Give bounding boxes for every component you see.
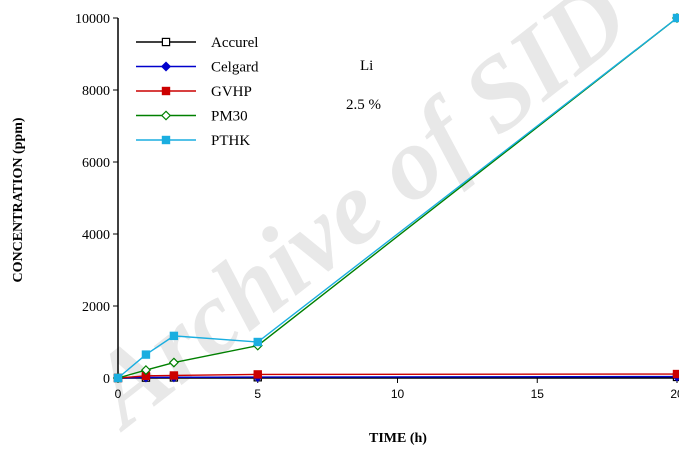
series-pthk	[113, 13, 679, 383]
legend: Accurel Celgard GVHP PM30 PTHK	[136, 35, 259, 149]
annotation-percent: 2.5 %	[346, 97, 381, 113]
legend-marker-pthk	[161, 135, 171, 145]
legend-label-pthk: PTHK	[211, 133, 250, 149]
data-point-gvhp	[672, 369, 679, 379]
ticks: 0 5 10 15 20 0 2000 4000 6000 8000 10000	[75, 12, 679, 401]
legend-label-accurel: Accurel	[211, 35, 258, 51]
y-tick-label: 0	[103, 372, 110, 387]
x-tick-label: 0	[115, 387, 122, 401]
data-point-pthk	[253, 337, 262, 347]
y-axis-title: CONCENTRATION (ppm)	[11, 117, 26, 282]
legend-marker-celgard	[160, 61, 172, 72]
watermark: Archive of SID	[64, 0, 649, 450]
legend-marker-accurel	[161, 37, 171, 47]
data-point-gvhp	[253, 370, 262, 379]
data-point-pthk	[113, 373, 123, 383]
x-tick-label: 5	[254, 387, 261, 401]
x-tick-label: 15	[531, 387, 545, 401]
data-point-pthk	[169, 331, 179, 341]
x-tick-label: 10	[391, 387, 405, 401]
data-point-gvhp	[169, 371, 179, 380]
y-tick-label: 8000	[82, 84, 110, 99]
y-tick-label: 6000	[82, 156, 110, 171]
legend-marker-gvhp	[161, 86, 171, 96]
y-tick-label: 2000	[82, 300, 110, 315]
legend-label-pm30: PM30	[211, 109, 248, 125]
data-point-pthk	[141, 350, 151, 359]
legend-label-gvhp: GVHP	[211, 84, 252, 100]
data-point-pthk	[672, 13, 679, 23]
legend-marker-pm30	[160, 110, 172, 121]
data-point-pm30	[140, 365, 151, 376]
series-group	[112, 12, 679, 384]
y-tick-label: 10000	[75, 12, 110, 27]
x-tick-label: 20	[670, 387, 679, 401]
legend-label-celgard: Celgard	[211, 60, 259, 76]
y-tick-label: 4000	[82, 228, 110, 243]
annotation-element: Li	[360, 58, 373, 74]
data-point-pm30	[168, 357, 179, 368]
x-axis-title: TIME (h)	[369, 431, 427, 446]
